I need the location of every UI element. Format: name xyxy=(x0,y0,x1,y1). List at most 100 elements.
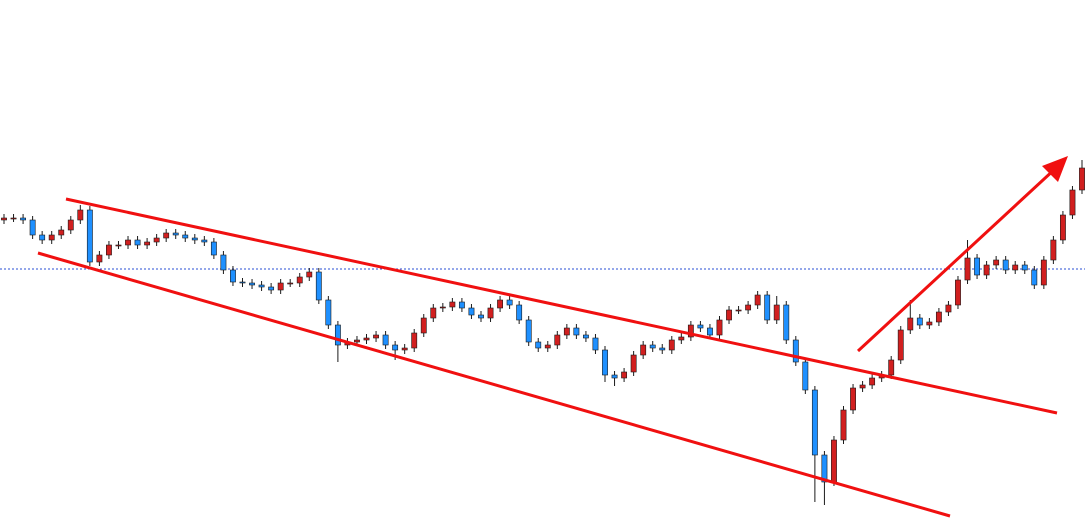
candle-body xyxy=(172,232,179,236)
candle-body xyxy=(563,327,570,336)
candle-body xyxy=(287,282,294,285)
candle-body xyxy=(201,239,208,243)
candle-body xyxy=(106,244,112,256)
candle-body xyxy=(182,234,189,239)
candle-body xyxy=(993,259,1000,266)
candle-body xyxy=(811,389,818,456)
candle-body xyxy=(840,409,847,441)
candle-body xyxy=(907,317,914,331)
candle-body xyxy=(592,337,599,351)
candle-body xyxy=(916,317,923,326)
candle-body xyxy=(544,344,551,349)
candle-body xyxy=(458,301,465,309)
candle-body xyxy=(144,241,151,246)
candle-body xyxy=(258,284,265,288)
candle-body xyxy=(926,321,933,326)
candles xyxy=(1,160,1085,505)
candle-body xyxy=(974,257,980,276)
candle-body xyxy=(1012,264,1019,271)
candle-body xyxy=(649,344,656,349)
candle-body xyxy=(163,232,170,239)
candle-body xyxy=(363,337,370,341)
candle-body xyxy=(115,244,122,247)
candle-body xyxy=(306,271,313,278)
candle-body xyxy=(478,314,484,319)
candle-body xyxy=(869,377,876,386)
candle-body xyxy=(897,329,904,361)
candle-body xyxy=(497,299,503,309)
candle-body xyxy=(792,339,799,363)
candle-body xyxy=(268,286,275,291)
candle-body xyxy=(39,234,46,241)
candle-body xyxy=(373,334,379,339)
candle-body xyxy=(325,299,332,326)
candle-body xyxy=(640,344,647,356)
candle-body xyxy=(230,269,236,283)
candle-body xyxy=(153,237,160,243)
candle-body xyxy=(29,219,36,236)
candle-body xyxy=(1031,269,1038,286)
candle-body xyxy=(745,304,752,311)
candle-body xyxy=(1069,189,1076,216)
candle-body xyxy=(239,281,246,284)
candle-body xyxy=(888,359,895,376)
candle-body xyxy=(659,347,666,351)
candle-body xyxy=(583,334,589,339)
candle-body xyxy=(296,276,303,284)
candle-body xyxy=(935,311,942,323)
candle-body xyxy=(487,307,494,319)
candle-body xyxy=(20,217,27,221)
candle-body xyxy=(554,334,561,346)
candle-body xyxy=(315,271,322,301)
candle-body xyxy=(1040,259,1047,286)
candle-body xyxy=(401,347,408,351)
candle-body xyxy=(678,336,685,341)
candle-body xyxy=(1002,259,1009,271)
candle-body xyxy=(630,354,637,373)
candle-body xyxy=(687,324,694,338)
candle-body xyxy=(334,324,341,346)
candle-body xyxy=(611,374,618,379)
candle-body xyxy=(439,306,446,309)
candle-body xyxy=(125,239,131,246)
candle-body xyxy=(831,439,837,483)
candle-body xyxy=(821,454,828,483)
candle-body xyxy=(602,349,608,376)
lower-trend-line xyxy=(37,251,951,518)
candle-body xyxy=(735,309,742,312)
candle-body xyxy=(754,294,761,306)
candle-body xyxy=(411,332,418,349)
candle-body xyxy=(1,217,7,221)
candle-body xyxy=(525,319,532,343)
candle-body xyxy=(430,307,437,319)
upper-trend-line xyxy=(65,197,1058,415)
candle-body xyxy=(58,229,65,236)
candle-body xyxy=(850,387,856,411)
candle-body xyxy=(210,241,217,256)
candle-body xyxy=(449,301,456,308)
candle-body xyxy=(573,327,580,336)
candle-body xyxy=(134,239,141,246)
candle-body xyxy=(420,317,427,334)
candle-body xyxy=(535,341,542,349)
candle-body xyxy=(277,282,284,291)
candle-body xyxy=(621,371,628,379)
candle-body xyxy=(1021,264,1028,271)
candle-body xyxy=(249,282,255,286)
candle-body xyxy=(354,339,360,343)
candle-body xyxy=(668,339,675,351)
candle-body xyxy=(802,361,809,391)
candle-body xyxy=(10,217,17,220)
candle-body xyxy=(983,264,990,276)
candle-body xyxy=(773,304,780,321)
candle-body xyxy=(783,304,790,341)
candle-body xyxy=(964,257,971,281)
arrow-head xyxy=(1042,156,1068,182)
candle-body xyxy=(716,319,723,336)
candle-body xyxy=(707,327,713,336)
candle-body xyxy=(516,304,523,321)
candle-body xyxy=(468,307,475,316)
candle-body xyxy=(67,219,74,231)
